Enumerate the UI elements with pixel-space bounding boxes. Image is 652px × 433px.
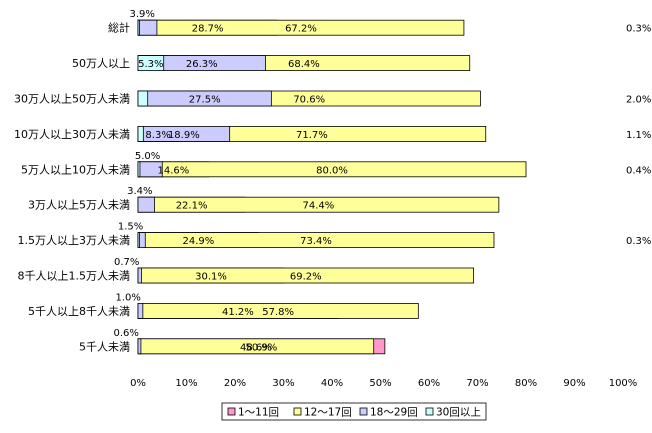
category-label: 5千人以上8千人未満 <box>28 305 130 318</box>
data-label: 69.2% <box>290 272 322 283</box>
data-label: 1.5% <box>118 222 143 233</box>
bars-layer <box>137 19 527 355</box>
bar-segment <box>137 161 141 178</box>
x-tick-label: 10% <box>175 378 197 389</box>
data-label: 1.1% <box>626 130 651 141</box>
data-labels-layer: 28.7% 67.2% 3.9% 0.3% 68.4% 26.3% 5.3% 70.6% 27.… <box>114 9 652 353</box>
bar-segment <box>137 302 144 319</box>
data-label: 3.4% <box>127 186 152 197</box>
legend-label: 30回以上 <box>436 407 481 419</box>
data-label: 57.8% <box>262 307 294 318</box>
x-tick-label: 40% <box>321 378 343 389</box>
category-label: 30万人以上50万人未満 <box>14 93 130 106</box>
data-label: 0.4% <box>626 165 651 176</box>
bar-segment <box>137 196 155 213</box>
bar-segment <box>137 19 158 36</box>
category-label: 50万人以上 <box>72 57 130 70</box>
data-label: 22.1% <box>176 201 208 212</box>
data-label: 2.0% <box>626 95 651 106</box>
category-label: 5万人以上10万人未満 <box>21 163 130 176</box>
data-label: 1.0% <box>115 292 140 303</box>
data-label: 18.9% <box>168 130 200 141</box>
bar-segment <box>137 338 142 355</box>
data-label: 0.6% <box>114 328 139 339</box>
x-tick-label: 60% <box>418 378 440 389</box>
data-label: 27.5% <box>189 95 221 106</box>
x-tick-label: 80% <box>515 378 537 389</box>
bar-segment <box>137 232 140 249</box>
legend-swatch <box>227 407 236 416</box>
x-tick-label: 70% <box>466 378 488 389</box>
bar-segment <box>137 55 165 71</box>
data-label: 67.2% <box>285 24 317 35</box>
axis-layer: 総計 50万人以上 30万人以上50万人未満 10万人以上30万人未満 5万人以上10万… <box>14 21 637 389</box>
x-tick-label: 30% <box>272 378 294 389</box>
legend-swatch <box>425 407 434 416</box>
bar-segment <box>137 267 142 284</box>
data-label: 24.9% <box>182 236 214 247</box>
data-label: 50.9% <box>246 342 278 353</box>
data-label: 30.1% <box>195 272 227 283</box>
data-label: 80.0% <box>316 165 348 176</box>
data-label: 0.7% <box>114 257 139 268</box>
data-label: 28.7% <box>192 24 224 35</box>
data-label: 8.3% <box>145 130 170 141</box>
data-label: 26.3% <box>186 59 218 70</box>
data-label: 41.2% <box>222 307 254 318</box>
data-label: 3.9% <box>130 9 155 20</box>
legend: 1～11回 12～17回 18～29回 30回以上 <box>221 402 487 421</box>
x-tick-label: 50% <box>369 378 391 389</box>
legend-box <box>221 402 487 421</box>
data-label: 74.4% <box>303 201 335 212</box>
data-label: 5.3% <box>138 59 163 70</box>
data-label: 68.4% <box>288 59 320 70</box>
legend-label: 1～11回 <box>238 407 279 419</box>
legend-swatch <box>359 407 368 416</box>
data-label: 73.4% <box>300 236 332 247</box>
x-tick-label: 100% <box>609 378 638 389</box>
category-label: 5千人未満 <box>79 340 130 353</box>
bar-segment <box>137 90 149 107</box>
category-label: 1.5万人以上3万人未満 <box>18 234 131 247</box>
data-label: 70.6% <box>293 95 325 106</box>
data-label: 0.3% <box>626 24 651 35</box>
legend-label: 12～17回 <box>304 407 352 419</box>
legend-swatch <box>293 407 302 416</box>
data-label: 71.7% <box>296 130 328 141</box>
data-label: 5.0% <box>135 151 160 162</box>
x-tick-label: 90% <box>563 378 585 389</box>
category-label: 3万人以上5万人未満 <box>28 199 130 212</box>
legend-label: 18～29回 <box>370 407 418 419</box>
category-label: 8千人以上1.5万人未満 <box>18 270 131 283</box>
data-label: 48.6% <box>240 342 272 353</box>
bar-segment <box>137 19 140 36</box>
data-label: 14.6% <box>158 165 190 176</box>
category-label: 10万人以上30万人未満 <box>14 128 130 141</box>
bar-segment <box>137 126 144 142</box>
data-label: 0.3% <box>626 236 651 247</box>
x-tick-label: 20% <box>224 378 246 389</box>
category-label: 総計 <box>108 21 130 35</box>
x-tick-label: 0% <box>130 378 146 389</box>
